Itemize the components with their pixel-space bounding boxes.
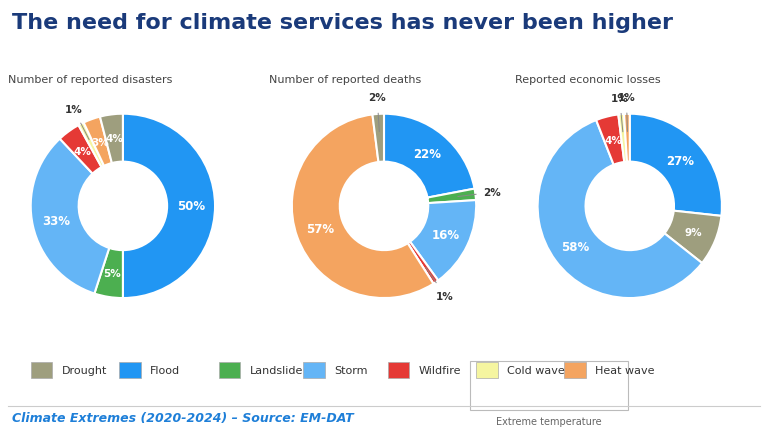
Wedge shape [94,249,123,298]
Wedge shape [538,121,702,298]
Text: Heat wave: Heat wave [595,366,654,375]
Text: Cold wave: Cold wave [507,366,564,375]
Text: 1%: 1% [436,291,454,301]
Wedge shape [408,244,433,284]
Wedge shape [384,114,475,198]
Wedge shape [100,114,123,164]
Text: Climate Extremes (2020-2024) – Source: EM-DAT: Climate Extremes (2020-2024) – Source: E… [12,411,353,424]
Text: Reported economic losses: Reported economic losses [515,75,660,85]
Text: 5%: 5% [104,269,121,279]
FancyBboxPatch shape [564,362,586,378]
Wedge shape [664,211,721,264]
Text: Number of reported disasters: Number of reported disasters [8,75,172,85]
FancyBboxPatch shape [303,362,325,378]
Wedge shape [630,114,722,216]
Wedge shape [410,201,476,281]
FancyBboxPatch shape [388,362,409,378]
Text: 58%: 58% [561,240,589,253]
Wedge shape [408,242,439,284]
Text: Number of reported deaths: Number of reported deaths [269,75,421,85]
FancyBboxPatch shape [119,362,141,378]
Text: 33%: 33% [42,215,71,228]
Wedge shape [60,126,101,174]
Wedge shape [624,114,630,163]
Text: Storm: Storm [334,366,368,375]
Wedge shape [428,189,476,204]
Text: 1%: 1% [617,93,635,103]
Text: 16%: 16% [432,229,460,242]
FancyBboxPatch shape [476,362,498,378]
Text: 3%: 3% [91,138,108,147]
Wedge shape [84,117,112,166]
Text: 1%: 1% [65,105,82,115]
Wedge shape [372,114,384,163]
Wedge shape [31,139,109,294]
Text: 2%: 2% [369,93,386,103]
Text: 50%: 50% [177,200,205,213]
Text: 57%: 57% [306,223,334,236]
Text: Drought: Drought [61,366,107,375]
Text: 4%: 4% [604,135,622,145]
Text: The need for climate services has never been higher: The need for climate services has never … [12,13,673,33]
FancyBboxPatch shape [219,362,240,378]
Text: 22%: 22% [413,147,442,160]
Text: 2%: 2% [483,188,501,198]
Text: 9%: 9% [684,227,702,237]
Wedge shape [78,123,104,168]
Text: 27%: 27% [667,154,694,167]
Wedge shape [123,114,215,298]
Text: 1%: 1% [611,93,628,103]
Text: Wildfire: Wildfire [419,366,461,375]
Wedge shape [292,115,433,298]
FancyBboxPatch shape [31,362,52,378]
Text: Extreme temperature: Extreme temperature [496,415,602,426]
Wedge shape [596,115,624,165]
Text: Landslide: Landslide [250,366,303,375]
Wedge shape [618,115,627,163]
Text: 4%: 4% [105,134,124,144]
Text: Flood: Flood [150,366,180,375]
Text: 4%: 4% [74,146,91,157]
